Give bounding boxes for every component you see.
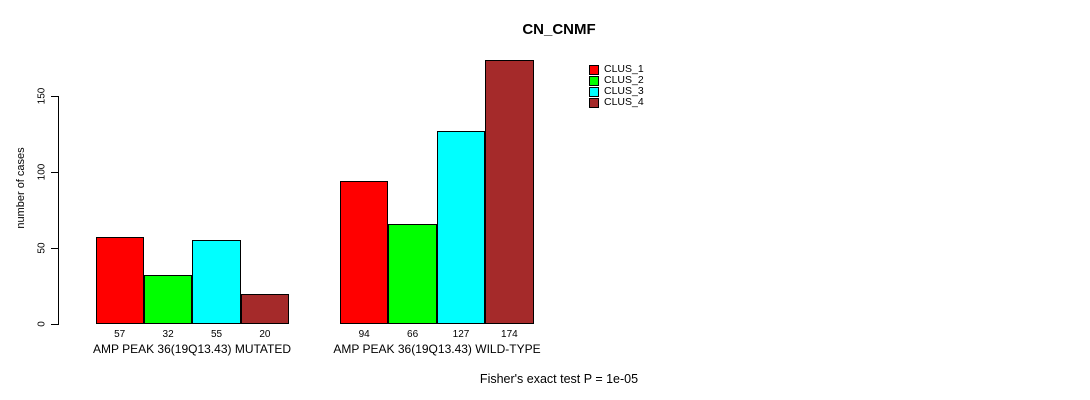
bar-clus_4-group2 — [485, 59, 534, 324]
legend-swatch-icon — [589, 97, 599, 108]
y-axis-label: number of cases — [15, 147, 27, 229]
bar-value-label: 20 — [259, 329, 271, 340]
legend-label: CLUS_1 — [604, 63, 644, 75]
y-tick-mark — [51, 96, 58, 97]
y-axis-line — [58, 96, 59, 325]
y-tick-label: 100 — [36, 163, 48, 181]
bar-value-label: 127 — [452, 329, 470, 340]
group-label-wild-type: AMP PEAK 36(19Q13.43) WILD-TYPE — [333, 342, 541, 356]
bar-value-label: 174 — [501, 329, 518, 340]
y-tick-mark — [51, 172, 58, 173]
bar-value-label: 57 — [114, 329, 126, 340]
legend-label: CLUS_4 — [604, 96, 644, 108]
legend-item-clus_4: CLUS_4 — [589, 97, 644, 108]
bar-value-label: 32 — [162, 329, 174, 340]
bar-clus_2-group2 — [388, 223, 437, 324]
legend-swatch-icon — [589, 86, 599, 97]
bar-value-label: 55 — [210, 329, 223, 340]
y-tick-mark — [51, 248, 58, 249]
bar-clus_3-group1 — [192, 240, 241, 324]
bar-clus_3-group2 — [436, 130, 486, 324]
legend-label: CLUS_3 — [604, 85, 644, 97]
bar-clus_1-group1 — [95, 237, 144, 324]
legend-swatch-icon — [589, 64, 599, 75]
legend-item-clus_1: CLUS_1 — [589, 64, 644, 75]
bar-clus_1-group2 — [340, 181, 389, 324]
legend-item-clus_3: CLUS_3 — [589, 86, 644, 97]
y-tick-label: 50 — [36, 242, 48, 254]
y-tick-label: 0 — [36, 321, 48, 327]
bar-clus_2-group1 — [143, 275, 193, 324]
legend: CLUS_1 CLUS_2 CLUS_3 CLUS_4 — [589, 64, 644, 108]
bar-clus_4-group1 — [240, 293, 290, 324]
y-tick-label: 150 — [36, 87, 48, 105]
stat-test-note: Fisher's exact test P = 1e-05 — [479, 372, 639, 386]
legend-swatch-icon — [589, 75, 599, 86]
legend-label: CLUS_2 — [604, 74, 644, 86]
group-label-mutated: AMP PEAK 36(19Q13.43) MUTATED — [92, 342, 292, 356]
y-tick-mark — [51, 324, 58, 325]
bar-value-label: 94 — [358, 329, 370, 340]
legend-item-clus_2: CLUS_2 — [589, 75, 644, 86]
chart-title: CN_CNMF — [522, 21, 596, 38]
bar-value-label: 66 — [407, 329, 419, 340]
